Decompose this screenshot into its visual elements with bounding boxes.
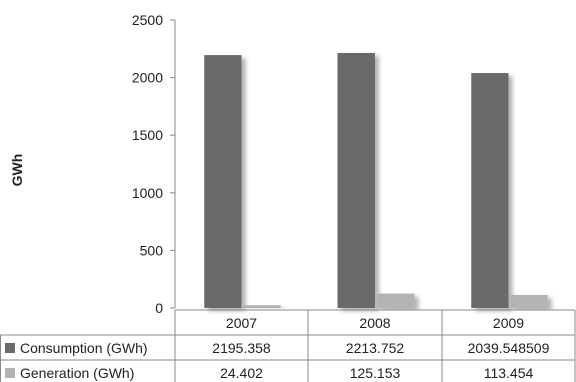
y-tick-label: 0 — [155, 300, 163, 316]
data-table: 2007 2008 2009 Consumption (GWh) 2195.358 221… — [0, 309, 576, 382]
data-label: 2195.358 — [212, 340, 271, 356]
y-axis: 0 500 1000 1500 2000 2500 — [132, 12, 176, 316]
y-tick-label: 2000 — [132, 70, 163, 86]
legend-label: Generation (GWh) — [20, 365, 134, 381]
y-tick-label: 1000 — [132, 185, 163, 201]
legend-swatch — [5, 368, 15, 378]
bars — [204, 52, 548, 309]
x-tick-label: 2007 — [226, 315, 257, 331]
legend-swatch — [5, 343, 15, 353]
legend-label: Consumption (GWh) — [20, 340, 148, 356]
y-tick-label: 1500 — [132, 127, 163, 143]
data-label: 24.402 — [220, 365, 263, 381]
y-axis-label: GWh — [9, 154, 25, 187]
data-label: 2213.752 — [346, 340, 405, 356]
y-tick-label: 2500 — [132, 12, 163, 28]
data-label: 125.153 — [350, 365, 401, 381]
bar-generation — [510, 294, 548, 308]
bar-consumption — [471, 73, 509, 309]
data-label: 2039.548509 — [468, 340, 550, 356]
x-tick-label: 2009 — [493, 315, 524, 331]
bar-consumption — [204, 55, 242, 308]
bar-generation — [243, 305, 281, 308]
y-tick-label: 500 — [140, 242, 164, 258]
x-tick-label: 2008 — [359, 315, 390, 331]
bar-consumption — [337, 52, 375, 308]
bar-generation — [377, 293, 415, 308]
data-label: 113.454 — [484, 365, 534, 381]
